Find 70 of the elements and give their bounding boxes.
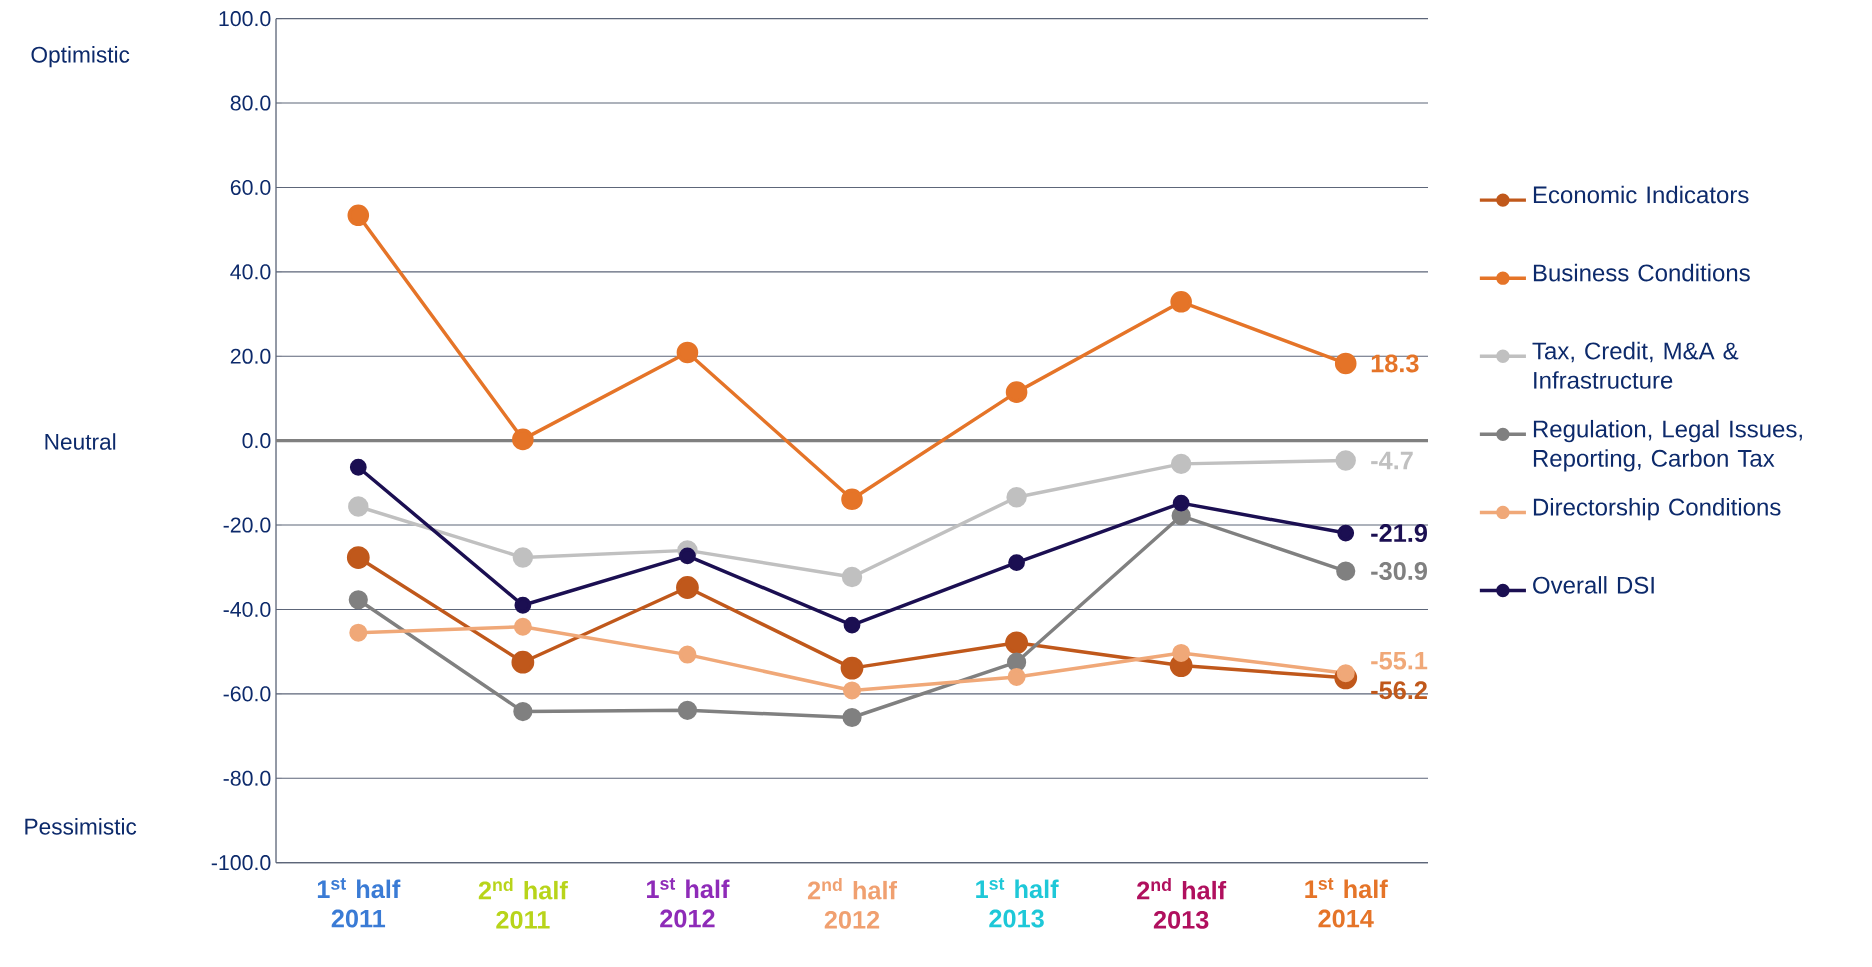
point: [676, 576, 699, 600]
point: [842, 708, 862, 728]
point: [349, 623, 368, 642]
data-label: -21.9: [1371, 524, 1427, 543]
text: Neutral: [45, 433, 116, 451]
y-tick-label: 100.0: [219, 11, 271, 27]
point: [513, 702, 533, 722]
point: [1335, 450, 1356, 471]
data-label: -56.2: [1371, 681, 1427, 700]
point: [1172, 644, 1191, 663]
point: [348, 496, 369, 517]
point: [348, 590, 368, 610]
point: [1337, 524, 1355, 542]
y-tick-label: 80.0: [230, 95, 271, 111]
point: [349, 459, 367, 476]
point: [1007, 668, 1026, 687]
point: [1005, 631, 1028, 655]
point: [678, 645, 697, 664]
point: [512, 547, 534, 568]
point: [843, 681, 862, 700]
point: [841, 566, 863, 588]
y-tick-label: -100.0: [211, 855, 271, 871]
y-tick-label: -80.0: [223, 770, 271, 786]
y-tick-label: 60.0: [230, 180, 271, 196]
point: [1170, 453, 1192, 475]
x-tick-label: 1$^{st}$ half 2014: [1305, 878, 1388, 928]
point: [1172, 494, 1190, 512]
point: [1006, 652, 1027, 672]
data-label: -55.1: [1371, 652, 1428, 670]
legend-label: Business Conditions: [1533, 263, 1750, 282]
y-tick-label: 0.0: [242, 433, 271, 449]
x-tick-label: 2$^{nd}$ half 2013: [1137, 878, 1227, 930]
point: [511, 650, 535, 674]
point: [513, 617, 532, 636]
text: Pessimistic: [25, 818, 137, 835]
y-tick-label: 20.0: [230, 348, 271, 364]
y-tick-label: -20.0: [223, 517, 271, 533]
point: [1005, 381, 1028, 404]
point: [347, 204, 370, 227]
point: [1334, 352, 1357, 375]
data-label: -30.9: [1371, 562, 1427, 581]
point: [841, 488, 863, 511]
point: [1008, 554, 1025, 572]
point: [840, 656, 864, 680]
legend-label: Tax, Credit, M&A & Infrastructure: [1532, 342, 1739, 389]
text: Optimistic: [31, 46, 130, 68]
point: [679, 547, 696, 565]
x-tick-label: 2$^{nd}$ half 2012: [807, 878, 898, 929]
point: [514, 597, 532, 614]
point: [1336, 561, 1356, 581]
point: [677, 700, 698, 721]
point: [843, 616, 861, 634]
data-label: -4.7: [1371, 451, 1413, 470]
y-tick-label: -60.0: [223, 686, 271, 702]
x-tick-label: 1$^{st}$ half 2012: [647, 878, 730, 928]
point: [346, 546, 370, 570]
legend-label: Economic Indicators: [1533, 185, 1749, 204]
y-tick-label: -40.0: [223, 602, 271, 618]
legend-label: Overall DSI: [1533, 576, 1654, 594]
data-label: 18.3: [1371, 354, 1419, 373]
point: [1006, 487, 1027, 508]
point: [512, 428, 534, 451]
y-tick-label: 40.0: [230, 264, 271, 280]
legend-label: Directorship Conditions: [1533, 498, 1781, 521]
legend-label: Regulation, Legal Issues, Reporting, Carbon Tax: [1533, 420, 1802, 472]
point: [1170, 291, 1192, 313]
point: [676, 341, 699, 364]
x-tick-label: 1$^{st}$ half 2013: [976, 878, 1059, 928]
x-tick-label: 1$^{st}$ half 2011: [317, 878, 401, 928]
x-tick-label: 2$^{nd}$ half 2011: [478, 878, 568, 929]
